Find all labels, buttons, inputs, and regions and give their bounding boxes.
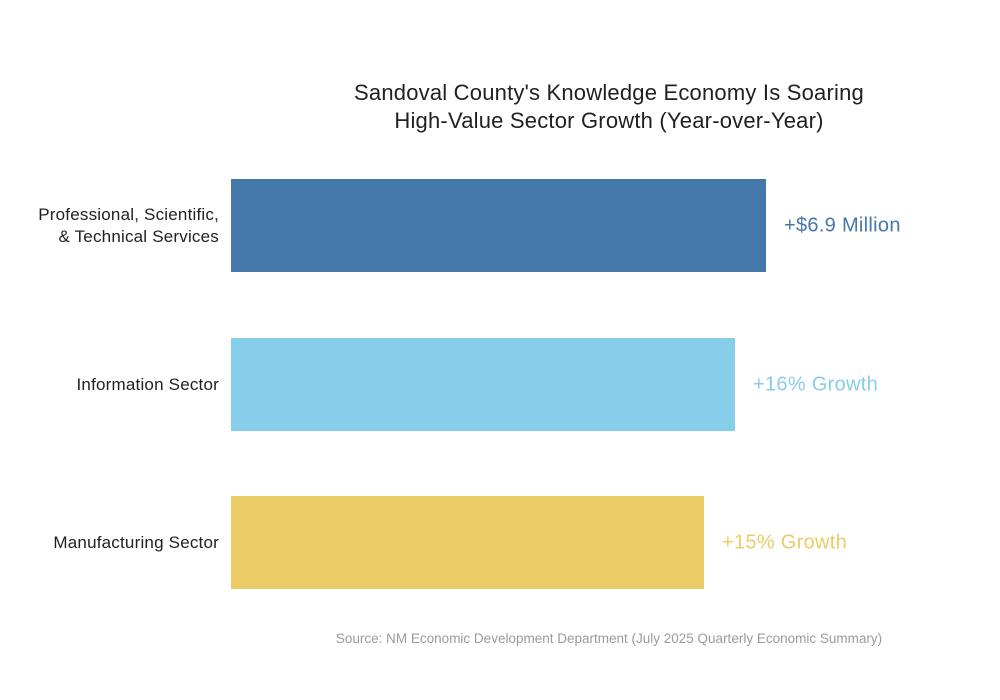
bar-row-professional-scientific-technical: Professional, Scientific, & Technical Se… — [0, 179, 1000, 272]
bar-row-manufacturing-sector: Manufacturing Sector +15% Growth — [0, 496, 1000, 589]
bar — [231, 496, 704, 589]
value-label: +15% Growth — [722, 531, 848, 553]
chart-title: Sandoval County's Knowledge Economy Is S… — [354, 80, 864, 105]
value-label: +16% Growth — [753, 373, 879, 395]
category-label: Information Sector — [76, 374, 219, 394]
category-label: Professional, Scientific, & Technical Se… — [38, 204, 219, 246]
value-label: +$6.9 Million — [784, 214, 901, 236]
chart-title-block: Sandoval County's Knowledge Economy Is S… — [234, 79, 984, 135]
bar — [231, 338, 735, 431]
chart-subtitle: High-Value Sector Growth (Year-over-Year… — [394, 108, 824, 133]
bar — [231, 179, 766, 272]
source-attribution: Source: NM Economic Development Departme… — [335, 631, 883, 646]
bar-row-information-sector: Information Sector +16% Growth — [0, 338, 1000, 431]
category-label: Manufacturing Sector — [53, 532, 219, 552]
